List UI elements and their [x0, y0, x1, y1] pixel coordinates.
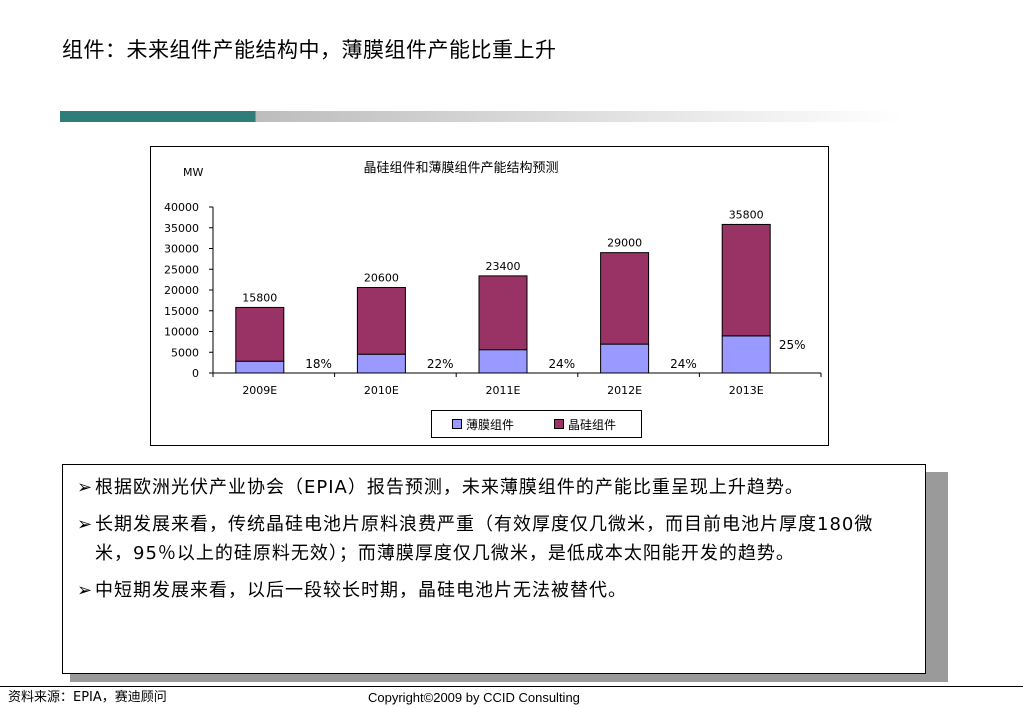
- y-tick-label: 35000: [164, 222, 199, 235]
- thin-film-share-label: 25%: [779, 338, 806, 352]
- y-axis-unit-label: MW: [183, 166, 203, 179]
- y-tick-label: 30000: [164, 243, 199, 256]
- y-tick-label: 10000: [164, 326, 199, 339]
- legend-item-crystalline-silicon: 晶硅组件: [554, 416, 616, 433]
- note-bullet: ➢ 根据欧洲光伏产业协会（EPIA）报告预测，未来薄膜组件的产能比重呈现上升趋势。: [77, 473, 907, 502]
- source-note: 资料来源：EPIA，赛迪顾问: [8, 690, 167, 705]
- thin-film-share-label: 24%: [548, 357, 575, 371]
- legend-swatch-thin-film: [452, 419, 462, 429]
- legend-item-thin-film: 薄膜组件: [452, 416, 514, 433]
- y-tick-label: 25000: [164, 263, 199, 276]
- arrow-bullet-icon: ➢: [77, 580, 94, 601]
- y-tick-label: 5000: [171, 346, 199, 359]
- slide-title: 组件：未来组件产能结构中，薄膜组件产能比重上升: [62, 38, 557, 62]
- bar-crystalline-silicon: [478, 275, 528, 351]
- capacity-bar-chart: 晶硅组件和薄膜组件产能结构预测 MW 0 5000 10000 15000 20000 250…: [164, 161, 822, 397]
- bar-crystalline-silicon: [356, 287, 406, 355]
- notes-box: ➢ 根据欧洲光伏产业协会（EPIA）报告预测，未来薄膜组件的产能比重呈现上升趋势。…: [62, 464, 926, 674]
- thin-film-share-label: 22%: [427, 357, 454, 371]
- note-text: 长期发展来看，传统晶硅电池片原料浪费严重（有效厚度仅几微米，而目前电池片厚度18…: [95, 514, 874, 564]
- y-tick-label: 15000: [164, 305, 199, 318]
- bar-crystalline-silicon: [600, 252, 650, 345]
- bar-thin-film: [478, 349, 528, 374]
- x-tick-label: 2012E: [607, 384, 642, 397]
- footer-divider: [0, 686, 1023, 687]
- bar-total-label: 35800: [729, 208, 764, 221]
- title-divider-bar: [60, 111, 903, 122]
- thin-film-share-label: 18%: [305, 357, 332, 371]
- note-bullet: ➢ 长期发展来看，传统晶硅电池片原料浪费严重（有效厚度仅几微米，而目前电池片厚度1…: [77, 510, 907, 568]
- bar-crystalline-silicon: [235, 306, 285, 362]
- y-tick-label: 0: [192, 367, 199, 380]
- x-tick-label: 2013E: [729, 384, 764, 397]
- arrow-bullet-icon: ➢: [77, 477, 94, 498]
- x-tick-label: 2010E: [364, 384, 399, 397]
- thin-film-share-label: 24%: [670, 357, 697, 371]
- chart-title: 晶硅组件和薄膜组件产能结构预测: [363, 161, 558, 176]
- bar-thin-film: [721, 335, 771, 374]
- chart-legend: 薄膜组件 晶硅组件: [431, 410, 642, 438]
- legend-label-crystalline-silicon: 晶硅组件: [568, 417, 617, 432]
- bar-total-label: 15800: [242, 291, 277, 304]
- note-text: 中短期发展来看，以后一段较长时期，晶硅电池片无法被替代。: [95, 580, 627, 601]
- chart-frame: 晶硅组件和薄膜组件产能结构预测 MW 0 5000 10000 15000 20000 250…: [150, 146, 829, 446]
- bar-total-label: 23400: [486, 260, 521, 273]
- bar-thin-film: [600, 343, 650, 374]
- bar-total-label: 29000: [607, 237, 642, 250]
- legend-label-thin-film: 薄膜组件: [466, 417, 515, 432]
- note-text: 根据欧洲光伏产业协会（EPIA）报告预测，未来薄膜组件的产能比重呈现上升趋势。: [95, 477, 804, 498]
- x-tick-label: 2009E: [242, 384, 277, 397]
- bar-total-label: 20600: [364, 272, 399, 285]
- legend-swatch-crystalline-silicon: [554, 419, 565, 429]
- x-tick-label: 2011E: [486, 384, 521, 397]
- note-bullet: ➢ 中短期发展来看，以后一段较长时期，晶硅电池片无法被替代。: [77, 576, 907, 605]
- bar-thin-film: [356, 353, 406, 374]
- copyright-text: Copyright©2009 by CCID Consulting: [368, 690, 580, 705]
- bar-thin-film: [235, 360, 285, 374]
- y-tick-label: 40000: [164, 201, 199, 214]
- bar-crystalline-silicon: [721, 223, 771, 337]
- y-tick-label: 20000: [164, 284, 199, 297]
- arrow-bullet-icon: ➢: [77, 514, 94, 535]
